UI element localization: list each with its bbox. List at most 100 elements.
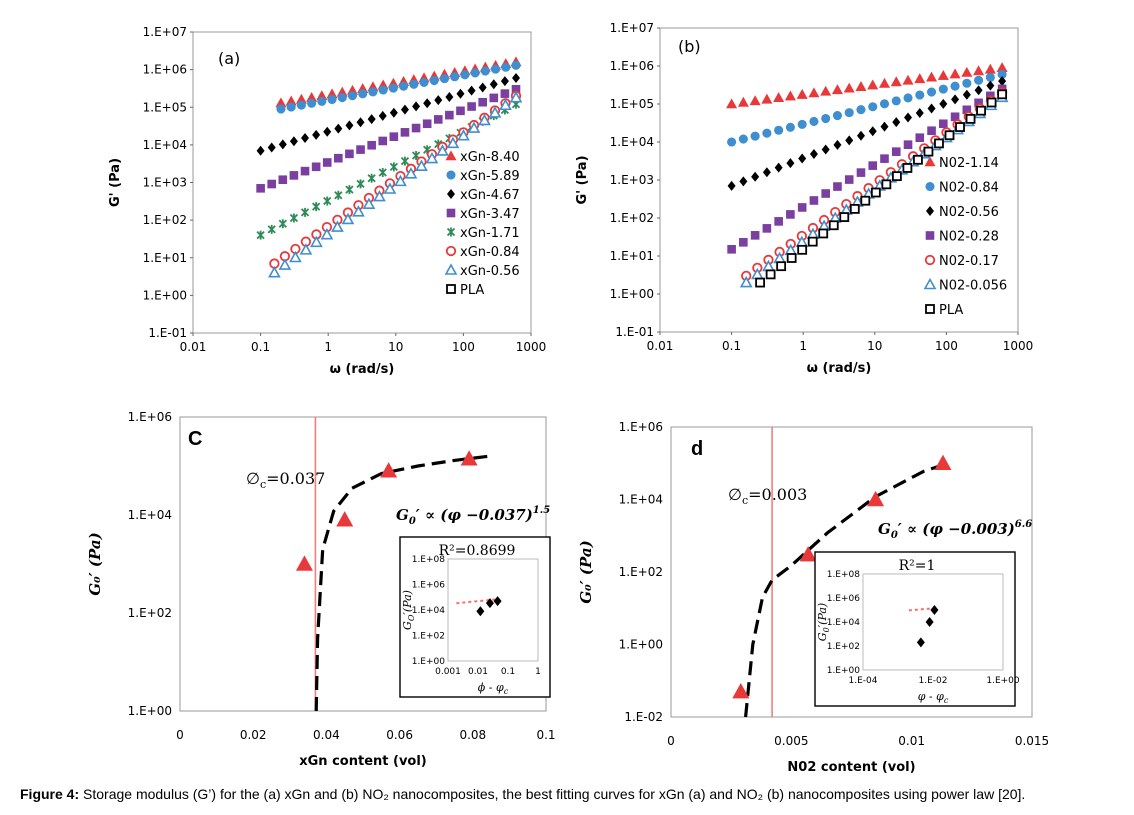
data-point: [256, 184, 265, 193]
data-point: [256, 230, 265, 240]
data-point: [411, 123, 421, 133]
plot-frame: [670, 426, 1033, 718]
y-tick-label: 1.E+02: [619, 565, 663, 579]
data-point: [926, 87, 937, 97]
panel-label: d: [691, 438, 703, 460]
inset-log-log-plot: 1.E+00 1.E+02 1.E+04 1.E+06 1.E+08 1.E-04 1.E-…: [814, 551, 1020, 707]
power-law-fit-curve: [314, 454, 492, 712]
inset-x-tick-label: 1: [535, 667, 541, 677]
power-law-equation: G0′ ∝ (φ −0.003)6.6: [878, 519, 1032, 541]
equation-sub: 0: [891, 530, 898, 541]
data-point: [915, 108, 924, 119]
data-point: [855, 81, 867, 91]
inset-y-tick-label: 1.E+00: [412, 657, 446, 667]
data-point: [738, 134, 748, 144]
y-tick-label: 1.E+02: [610, 211, 654, 225]
data-point: [509, 90, 523, 103]
r-squared-label: R²=1: [899, 558, 936, 574]
x-tick-label: 1000: [516, 340, 547, 354]
x-tick-label: 0.06: [386, 728, 413, 742]
data-point: [944, 130, 955, 141]
data-point: [785, 122, 795, 132]
data-point: [784, 90, 796, 101]
data-point: [500, 76, 509, 87]
data-point: [955, 122, 965, 132]
y-tick-label: 1.E+00: [610, 287, 654, 301]
equation-lhs: G: [878, 520, 891, 538]
data-point: [904, 112, 913, 123]
data-point: [799, 546, 817, 562]
data-point: [856, 168, 866, 177]
data-point: [489, 79, 498, 90]
y-tick-label: 1.E+05: [610, 97, 654, 111]
data-point: [400, 104, 409, 115]
legend-marker: [444, 263, 458, 275]
data-point: [323, 126, 332, 137]
data-point: [762, 167, 771, 178]
data-point: [433, 115, 443, 124]
data-point: [341, 212, 355, 225]
data-point: [445, 110, 454, 120]
data-point: [278, 258, 292, 270]
inset-data-point: [493, 596, 502, 607]
data-point: [786, 210, 795, 219]
data-point: [821, 113, 831, 124]
figure-caption: Figure 4: Storage modulus (G’) for the (…: [20, 786, 1120, 802]
data-point: [307, 98, 317, 108]
phi-subscript: c: [260, 478, 266, 491]
data-point: [737, 96, 749, 107]
data-point: [470, 68, 480, 78]
data-point: [422, 119, 432, 129]
inset-x-label-main: ϕ - φ: [478, 681, 504, 694]
x-tick-label: 10: [388, 340, 403, 354]
data-point: [762, 128, 772, 138]
data-point: [727, 245, 736, 254]
data-point: [845, 135, 854, 146]
inset-data-point: [916, 637, 925, 648]
x-tick-label: 1000: [1003, 339, 1034, 353]
x-tick-label: 1: [324, 340, 332, 354]
series-xgn-5.89: xGn-5.89: [276, 60, 521, 184]
data-point: [511, 60, 521, 70]
legend-label: PLA: [939, 303, 963, 318]
data-point: [289, 171, 299, 180]
y-tick-label: 1.E+00: [619, 638, 663, 652]
inset-x-tick-label: 0.1: [501, 667, 515, 677]
y-tick-label: 1.E+04: [610, 135, 654, 149]
data-point: [356, 145, 365, 154]
data-point: [739, 275, 753, 288]
data-point: [378, 168, 387, 178]
data-point: [456, 88, 465, 99]
y-tick-label: 1.E+03: [610, 173, 654, 187]
data-point: [765, 269, 776, 280]
data-point: [317, 96, 327, 106]
inset-y-label-part: ′(Pa): [816, 603, 829, 628]
y-tick-label: 1.E+00: [143, 288, 187, 302]
data-point: [446, 136, 460, 149]
y-tick-label: 1.E+05: [143, 100, 187, 114]
chart-panel-b: 1.E-01 1.E+00 1.E+01 1.E+02 1.E+03 1.E+04 1.E+…: [575, 21, 1033, 376]
inset-x-label-main: φ - φ: [918, 690, 944, 703]
legend-label: PLA: [460, 283, 484, 298]
data-point: [798, 153, 807, 164]
data-point: [807, 236, 818, 247]
power-law-fit-curve: [744, 463, 944, 718]
data-point: [345, 185, 354, 195]
x-tick-label: 0.08: [459, 728, 486, 742]
data-point: [890, 76, 902, 87]
legend-label: xGn-4.67: [460, 188, 520, 203]
data-point: [732, 683, 750, 699]
inset-y-tick-label: 1.E+00: [827, 666, 861, 676]
data-point: [331, 220, 344, 232]
data-point: [334, 123, 343, 134]
legend-marker: [446, 208, 456, 218]
inset-plot-frame: [447, 558, 539, 662]
inset-data-point: [925, 617, 934, 627]
y-tick-label: 1.E-01: [615, 325, 654, 339]
x-tick-label: 0.1: [536, 728, 555, 742]
data-point: [512, 72, 521, 83]
data-point: [809, 149, 818, 160]
y-tick-label: 1.E-02: [624, 710, 663, 724]
data-point: [797, 244, 808, 255]
legend-marker: [925, 181, 935, 192]
